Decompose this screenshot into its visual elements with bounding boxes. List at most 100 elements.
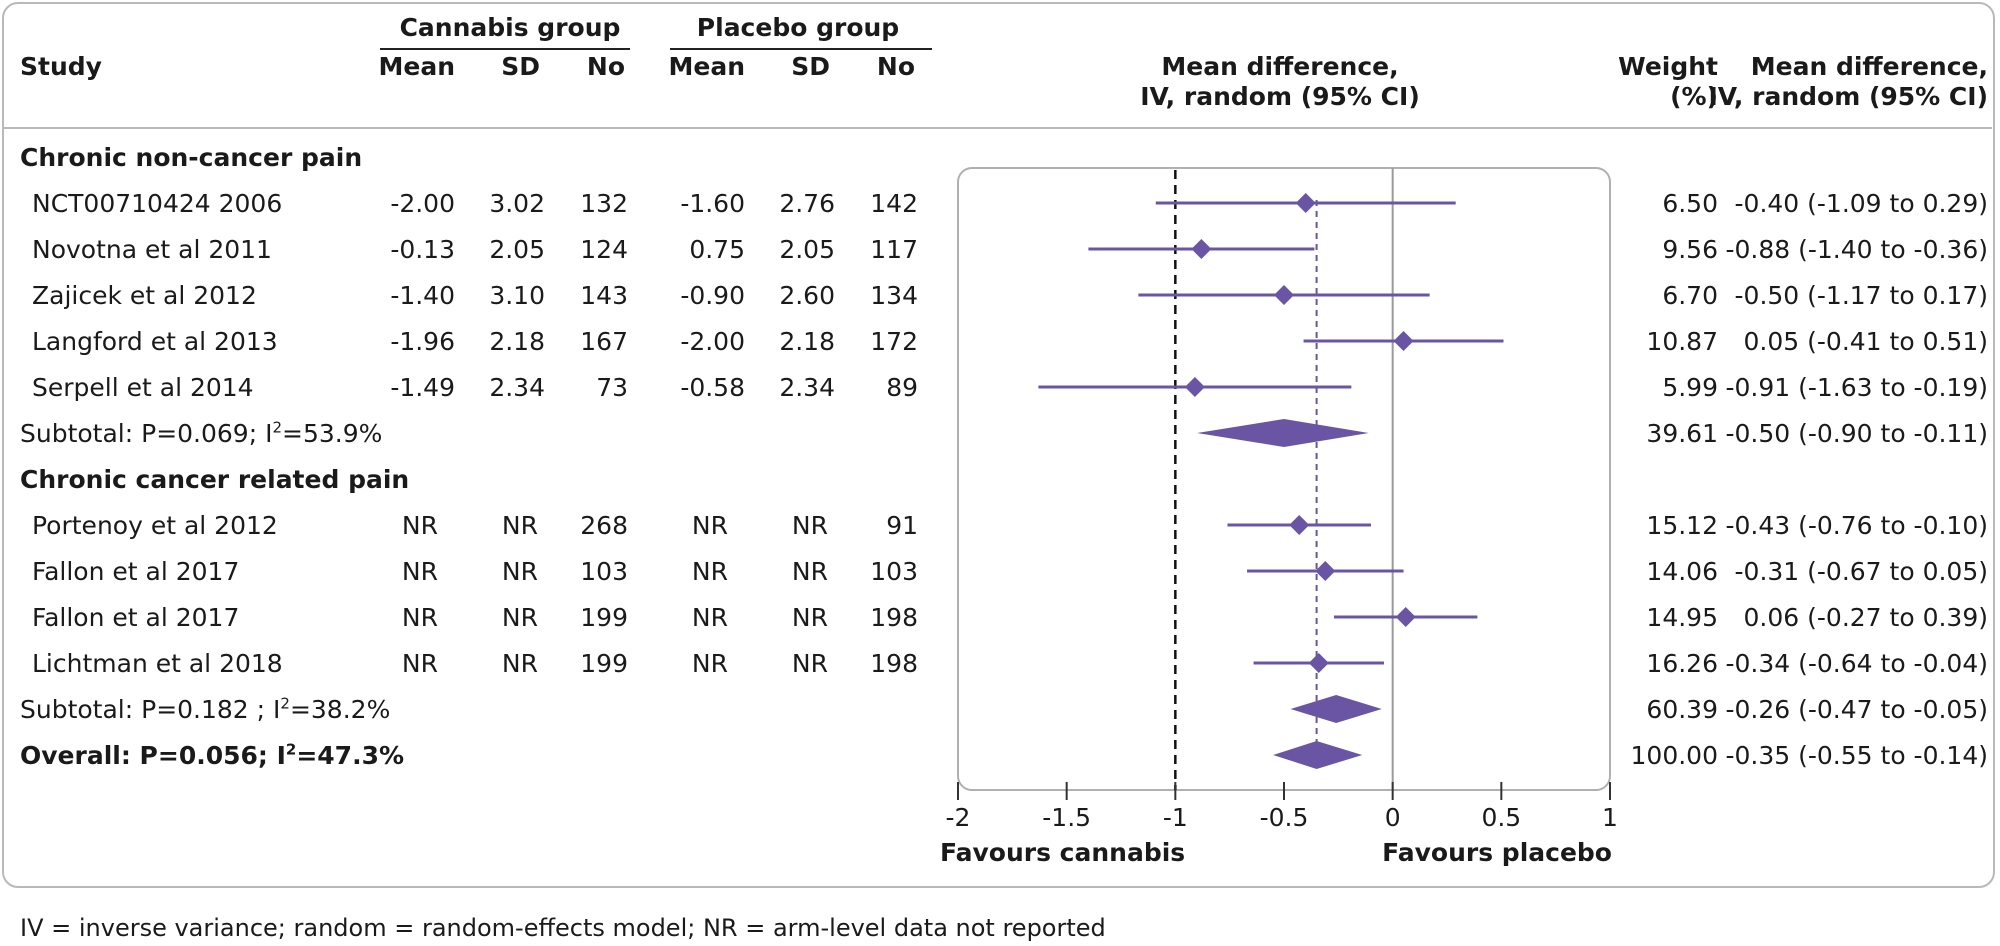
placebo-no: 198 (870, 603, 918, 632)
subtotal-weight: 39.61 (1646, 419, 1718, 448)
summary-diamond (1273, 741, 1363, 769)
x-tick-label: -1.5 (1042, 803, 1091, 832)
placebo-no: 134 (870, 281, 918, 310)
placebo-no: 103 (870, 557, 918, 586)
placebo-mean: 0.75 (689, 235, 745, 264)
point-estimate (1315, 561, 1336, 581)
cannabis-sd: 3.02 (489, 189, 545, 218)
md-ci: -0.34 (-0.64 to -0.04) (1725, 649, 1989, 678)
cannabis-sd: 2.05 (489, 235, 545, 264)
placebo-sd: 2.76 (779, 189, 835, 218)
weight: 15.12 (1646, 511, 1718, 540)
point-estimate (1191, 239, 1212, 259)
md-ci: -0.50 (-1.17 to 0.17) (1734, 281, 1988, 310)
study-name: NCT00710424 2006 (32, 189, 283, 218)
subtotal-label: Subtotal: P=0.069; I2=53.9% (20, 418, 383, 448)
header-weight-line1: Weight (1618, 52, 1718, 81)
study-name: Novotna et al 2011 (32, 235, 272, 264)
placebo-sd: 2.34 (779, 373, 835, 402)
group-title-non-cancer: Chronic non-cancer pain (20, 143, 363, 172)
x-tick-label: -0.5 (1260, 803, 1309, 832)
overall-weight: 100.00 (1630, 741, 1718, 770)
footnote: IV = inverse variance; random = random-e… (20, 914, 1106, 942)
cannabis-sd: NR (501, 511, 538, 540)
weight: 14.06 (1646, 557, 1718, 586)
header-cannabis-group: Cannabis group (399, 13, 621, 42)
cannabis-no: 103 (580, 557, 628, 586)
x-tick-label: 1 (1602, 803, 1618, 832)
cannabis-mean: -0.13 (390, 235, 455, 264)
header-placebo-sd: SD (791, 52, 830, 81)
study-name: Fallon et al 2017 (32, 603, 240, 632)
cannabis-group-underline (380, 48, 630, 50)
cannabis-no: 199 (580, 603, 628, 632)
cannabis-sd: NR (501, 603, 538, 632)
point-estimate (1274, 285, 1294, 305)
placebo-mean: NR (691, 603, 728, 632)
weight: 10.87 (1646, 327, 1718, 356)
header-cannabis-sd: SD (501, 52, 540, 81)
overall-md-ci: -0.35 (-0.55 to -0.14) (1725, 741, 1989, 770)
cannabis-no: 132 (580, 189, 628, 218)
favours-placebo-label: Favours placebo (1382, 838, 1612, 867)
weight: 16.26 (1646, 649, 1718, 678)
weight: 9.56 (1662, 235, 1718, 264)
placebo-no: 142 (870, 189, 918, 218)
summary-diamond (1290, 695, 1382, 723)
md-ci: -0.88 (-1.40 to -0.36) (1725, 235, 1989, 264)
md-ci: 0.06 (-0.27 to 0.39) (1743, 603, 1988, 632)
placebo-sd: 2.05 (779, 235, 835, 264)
placebo-mean: NR (691, 557, 728, 586)
cannabis-sd: NR (501, 557, 538, 586)
placebo-sd: NR (791, 649, 828, 678)
cannabis-mean: NR (401, 557, 438, 586)
md-ci: -0.40 (-1.09 to 0.29) (1734, 189, 1988, 218)
cannabis-mean: -2.00 (390, 189, 455, 218)
cannabis-no: 167 (580, 327, 628, 356)
point-estimate (1393, 331, 1414, 351)
study-name: Fallon et al 2017 (32, 557, 240, 586)
placebo-no: 172 (870, 327, 918, 356)
header-cannabis-no: No (586, 52, 625, 81)
placebo-mean: -0.58 (680, 373, 745, 402)
x-tick-label: -2 (946, 803, 971, 832)
subtotal-md-ci: -0.50 (-0.90 to -0.11) (1725, 419, 1989, 448)
study-name: Serpell et al 2014 (32, 373, 254, 402)
x-tick-label: 0 (1385, 803, 1401, 832)
subtotal-md-ci: -0.26 (-0.47 to -0.05) (1725, 695, 1989, 724)
weight: 6.50 (1662, 189, 1718, 218)
cannabis-mean: -1.49 (390, 373, 455, 402)
cannabis-mean: NR (401, 603, 438, 632)
md-ci: -0.43 (-0.76 to -0.10) (1725, 511, 1989, 540)
header-placebo-no: No (876, 52, 915, 81)
placebo-mean: -1.60 (680, 189, 745, 218)
cannabis-mean: NR (401, 511, 438, 540)
placebo-no: 117 (870, 235, 918, 264)
placebo-no: 89 (886, 373, 918, 402)
overall-label: Overall: P=0.056; I2=47.3% (20, 740, 405, 770)
header-md-line2: IV, random (95% CI) (1708, 82, 1989, 111)
placebo-group-underline (670, 48, 932, 50)
group-title-cancer: Chronic cancer related pain (20, 465, 410, 494)
cannabis-no: 199 (580, 649, 628, 678)
favours-cannabis-label: Favours cannabis (940, 838, 1186, 867)
cannabis-no: 268 (580, 511, 628, 540)
placebo-mean: -0.90 (680, 281, 745, 310)
weight: 5.99 (1662, 373, 1718, 402)
point-estimate (1395, 607, 1416, 627)
md-ci: -0.91 (-1.63 to -0.19) (1725, 373, 1989, 402)
header-cannabis-mean: Mean (378, 52, 455, 81)
placebo-sd: NR (791, 557, 828, 586)
x-tick-label: 0.5 (1481, 803, 1521, 832)
placebo-sd: NR (791, 511, 828, 540)
cannabis-mean: -1.40 (390, 281, 455, 310)
placebo-no: 198 (870, 649, 918, 678)
study-name: Lichtman et al 2018 (32, 649, 283, 678)
placebo-mean: -2.00 (680, 327, 745, 356)
plot-title-line1: Mean difference, (1161, 52, 1399, 81)
subtotal-label: Subtotal: P=0.182 ; I2=38.2% (20, 694, 391, 724)
header-separator (4, 127, 1992, 129)
md-ci: -0.31 (-0.67 to 0.05) (1734, 557, 1988, 586)
weight: 6.70 (1662, 281, 1718, 310)
